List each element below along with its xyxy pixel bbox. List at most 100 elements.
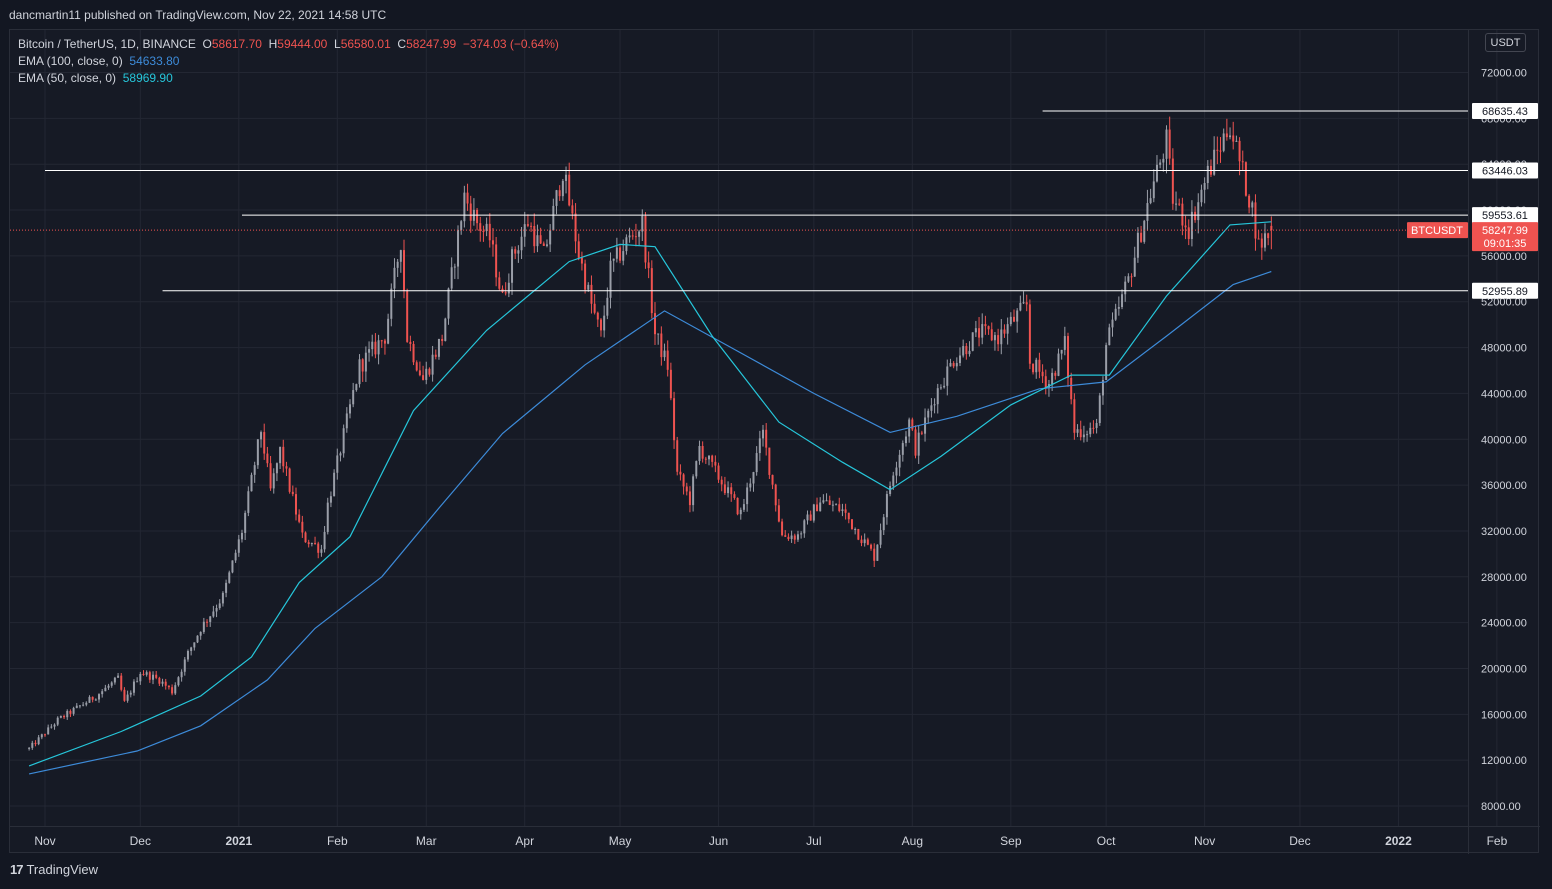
candle-body — [784, 535, 787, 537]
candle-body — [142, 673, 145, 675]
candle-body — [984, 324, 987, 327]
candle-body — [1028, 304, 1031, 364]
candle-body — [806, 514, 809, 521]
candle-body — [819, 502, 822, 512]
candle-body — [1165, 129, 1168, 159]
candle-body — [758, 438, 761, 454]
candle-body — [1260, 238, 1263, 248]
candle-body — [1244, 162, 1247, 196]
time-axis-label: 2021 — [225, 834, 252, 848]
candle-body — [129, 692, 132, 695]
candle-body — [863, 539, 866, 544]
candle-body — [727, 487, 730, 494]
symbol-title[interactable]: Bitcoin / TetherUS, 1D, BINANCE — [18, 37, 196, 51]
low-label: L — [334, 37, 341, 51]
candle-body — [895, 467, 898, 476]
candle-body — [634, 236, 637, 238]
candle-body — [317, 543, 320, 553]
price-chart[interactable]: 72000.0068000.0064000.0060000.0056000.00… — [10, 30, 1540, 854]
candle-body — [361, 359, 364, 372]
candle-body — [272, 473, 275, 489]
candle-body — [336, 455, 339, 473]
candle-body — [971, 332, 974, 351]
price-axis-label: 48000.00 — [1481, 343, 1527, 355]
price-axis-label: 32000.00 — [1481, 526, 1527, 538]
candle-body — [383, 340, 386, 344]
time-axis-label: Mar — [416, 834, 437, 848]
candle-body — [44, 734, 46, 736]
chart-pane[interactable]: 72000.0068000.0064000.0060000.0056000.00… — [9, 29, 1540, 854]
candle-body — [1146, 203, 1149, 221]
candle-body — [425, 368, 428, 380]
candle-body — [622, 251, 625, 261]
time-axis-label: Feb — [1487, 834, 1508, 848]
candle-body — [739, 509, 742, 515]
candle-body — [644, 216, 647, 263]
candle-body — [148, 672, 151, 680]
candle-body — [110, 682, 113, 686]
currency-button[interactable]: USDT — [1485, 33, 1526, 52]
candle-body — [82, 704, 85, 706]
candle-body — [704, 458, 707, 460]
candle-body — [1111, 319, 1114, 328]
candle-body — [599, 319, 602, 331]
candle-body — [193, 642, 196, 648]
candle-body — [1009, 316, 1012, 325]
candle-body — [412, 343, 415, 363]
candle-body — [723, 484, 726, 494]
candle-body — [866, 539, 869, 545]
candle-body — [1130, 276, 1133, 278]
candle-body — [936, 388, 939, 405]
ema50-value: 58969.90 — [122, 71, 173, 85]
candle-body — [1263, 233, 1266, 248]
candle-body — [253, 465, 256, 475]
candle-body — [155, 674, 158, 678]
candle-body — [638, 231, 641, 237]
candle-body — [107, 685, 110, 688]
candle-body — [892, 475, 895, 487]
open-value: 58617.70 — [211, 37, 262, 51]
candle-body — [990, 329, 993, 341]
candle-body — [1152, 181, 1155, 199]
candle-body — [269, 463, 272, 489]
candle-body — [997, 335, 1000, 345]
candle-body — [171, 687, 174, 694]
price-axis-label: 20000.00 — [1481, 663, 1527, 675]
candle-body — [685, 486, 688, 492]
price-axis-label: 40000.00 — [1481, 434, 1527, 446]
candle-body — [590, 284, 593, 304]
candle-body — [876, 544, 879, 561]
candle-body — [139, 673, 142, 682]
hline-price-badge — [1472, 103, 1538, 120]
brand-name: TradingView — [26, 862, 99, 877]
candle-body — [1136, 232, 1139, 258]
candle-body — [40, 734, 43, 738]
candle-body — [552, 205, 555, 231]
candle-body — [132, 681, 135, 693]
candle-body — [1235, 140, 1238, 142]
candle-body — [380, 340, 383, 342]
candle-body — [415, 362, 418, 371]
candle-body — [409, 341, 412, 344]
ema50-legend-row[interactable]: EMA (50, close, 0) 58969.90 — [18, 70, 559, 87]
ema100-legend-row[interactable]: EMA (100, close, 0) 54633.80 — [18, 53, 559, 70]
candle-body — [555, 190, 558, 206]
candle-body — [771, 474, 774, 485]
last-price-badge — [1472, 222, 1538, 252]
candle-body — [720, 479, 723, 485]
candle-body — [1035, 359, 1038, 373]
candle-body — [545, 244, 548, 246]
candle-body — [885, 494, 888, 518]
candle-body — [653, 313, 656, 335]
candle-body — [1241, 161, 1244, 163]
candle-body — [768, 447, 771, 475]
candle-body — [418, 370, 421, 376]
candle-body — [676, 440, 679, 472]
candle-body — [825, 500, 828, 502]
candle-body — [958, 355, 961, 364]
candle-body — [1006, 324, 1009, 334]
candle-body — [260, 432, 263, 440]
candle-body — [631, 235, 634, 237]
candle-body — [1124, 281, 1127, 295]
candle-body — [688, 491, 691, 506]
